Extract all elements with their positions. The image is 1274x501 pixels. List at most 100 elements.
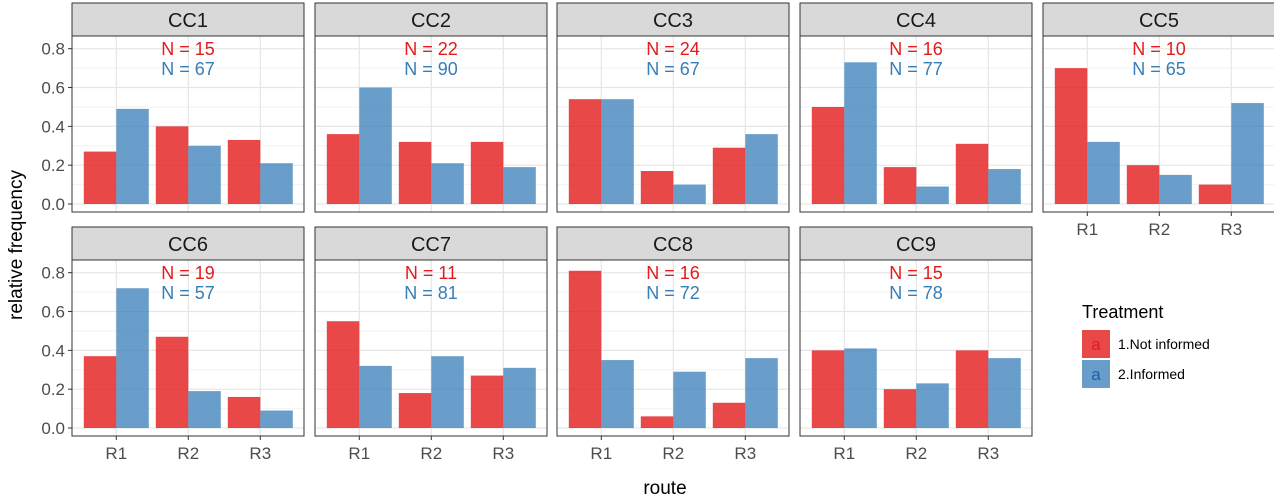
n-label-not-informed: N = 22: [404, 39, 458, 59]
bar-not-informed-r1: [326, 134, 360, 204]
x-tick-label: R2: [662, 444, 684, 463]
bars: [811, 62, 1021, 205]
x-tick-label: R2: [420, 444, 442, 463]
panel-border: [556, 35, 790, 213]
facet-panel-cc5: CC5 N = 10N = 65 R1 R2 R3: [1042, 2, 1274, 239]
facet-strip: [71, 226, 305, 261]
bar-informed-r3: [988, 358, 1021, 428]
facet-panel-cc7: CC7 N = 11N = 81 R1 R2 R3: [314, 226, 548, 463]
panel-border: [799, 35, 1033, 213]
bar-not-informed-r1: [1054, 68, 1088, 204]
n-label-informed: N = 77: [889, 59, 943, 79]
bar-not-informed-r1: [568, 99, 602, 204]
n-label-informed: N = 81: [404, 283, 458, 303]
x-tick-label: R3: [734, 444, 756, 463]
legend-title: Treatment: [1082, 302, 1163, 322]
facet-strip: [314, 226, 548, 261]
bar-informed-r2: [673, 371, 706, 428]
bar-informed-r1: [116, 288, 149, 428]
bar-informed-r3: [745, 134, 778, 204]
y-tick-label: 0.6: [41, 79, 65, 98]
n-label-not-informed: N = 15: [889, 263, 943, 283]
facet-panel-cc2: CC2 N = 22N = 90: [314, 2, 548, 213]
legend-key-label-not-informed: a: [1091, 335, 1101, 354]
x-axis: R1 R2 R3: [1076, 212, 1242, 239]
bar-informed-r3: [260, 163, 293, 204]
bar-not-informed-r2: [883, 167, 917, 204]
bar-not-informed-r1: [811, 106, 845, 204]
x-axis: R1 R2 R3: [105, 436, 271, 463]
bar-informed-r1: [844, 62, 877, 205]
bar-informed-r3: [1231, 103, 1264, 204]
bar-not-informed-r3: [712, 402, 746, 428]
bar-not-informed-r2: [640, 416, 674, 428]
facet-strip-label: CC6: [168, 234, 208, 256]
n-label-informed: N = 90: [404, 59, 458, 79]
y-axis-title: relative frequency: [6, 170, 27, 320]
bar-informed-r3: [503, 367, 536, 428]
bar-not-informed-r3: [227, 396, 261, 428]
bar-informed-r1: [359, 365, 392, 428]
facet-panel-cc6: CC6 N = 19N = 57 0.0 0.2 0.4 0.6 0.8 R1 R2 R3: [41, 226, 305, 463]
n-label-not-informed: N = 10: [1132, 39, 1186, 59]
bars: [326, 321, 536, 428]
x-tick-label: R3: [1220, 220, 1242, 239]
bar-informed-r3: [260, 410, 293, 428]
bars: [326, 87, 536, 204]
panel-border: [314, 35, 548, 213]
n-label-informed: N = 67: [161, 59, 215, 79]
bar-informed-r2: [916, 383, 949, 428]
n-label-informed: N = 78: [889, 283, 943, 303]
facet-strip: [556, 226, 790, 261]
n-label-not-informed: N = 19: [161, 263, 215, 283]
x-tick-label: R2: [905, 444, 927, 463]
bar-informed-r1: [1087, 141, 1120, 204]
facet-strip-label: CC1: [168, 10, 208, 32]
n-label-informed: N = 72: [646, 283, 700, 303]
bar-informed-r2: [188, 391, 221, 428]
x-tick-label: R1: [833, 444, 855, 463]
y-tick-label: 0.4: [41, 341, 65, 360]
facet-strip-label: CC7: [411, 234, 451, 256]
bar-not-informed-r3: [470, 375, 504, 428]
x-tick-label: R1: [590, 444, 612, 463]
facet-panel-cc3: CC3 N = 24N = 67: [556, 2, 790, 213]
x-tick-label: R2: [1148, 220, 1170, 239]
legend-label-informed: 2.Informed: [1118, 366, 1185, 382]
n-label-informed: N = 65: [1132, 59, 1186, 79]
y-tick-label: 0.4: [41, 117, 65, 136]
legend-key-not-informed: [1082, 330, 1110, 358]
bar-not-informed-r3: [227, 139, 261, 204]
bars: [568, 99, 778, 204]
bar-informed-r1: [601, 99, 634, 204]
bar-not-informed-r3: [955, 350, 989, 428]
bar-not-informed-r2: [155, 336, 189, 428]
n-label-not-informed: N = 11: [405, 263, 457, 283]
y-tick-label: 0.0: [41, 419, 65, 438]
bar-informed-r1: [359, 87, 392, 204]
legend: Treatment a 1.Not informed a 2.Informed: [1082, 302, 1210, 388]
x-tick-label: R3: [492, 444, 514, 463]
n-label-informed: N = 57: [161, 283, 215, 303]
bar-not-informed-r3: [712, 147, 746, 204]
x-axis: R1 R2 R3: [348, 436, 514, 463]
facet-strip-label: CC5: [1139, 10, 1179, 32]
bar-informed-r1: [116, 108, 149, 204]
bar-informed-r1: [601, 360, 634, 428]
facet-strip-label: CC2: [411, 10, 451, 32]
bar-not-informed-r3: [1198, 184, 1232, 204]
x-tick-label: R2: [177, 444, 199, 463]
bar-not-informed-r2: [398, 393, 432, 428]
x-tick-label: R1: [1076, 220, 1098, 239]
y-axis: 0.0 0.2 0.4 0.6 0.8: [41, 40, 72, 214]
x-axis: R1 R2 R3: [590, 436, 756, 463]
bar-informed-r2: [188, 145, 221, 204]
legend-key-informed: [1082, 360, 1110, 388]
facet-panel-cc8: CC8 N = 16N = 72 R1 R2 R3: [556, 226, 790, 463]
facet-panel-cc9: CC9 N = 15N = 78 R1 R2 R3: [799, 226, 1033, 463]
x-axis-title: route: [643, 478, 686, 499]
bar-informed-r3: [988, 169, 1021, 204]
x-tick-label: R3: [249, 444, 271, 463]
